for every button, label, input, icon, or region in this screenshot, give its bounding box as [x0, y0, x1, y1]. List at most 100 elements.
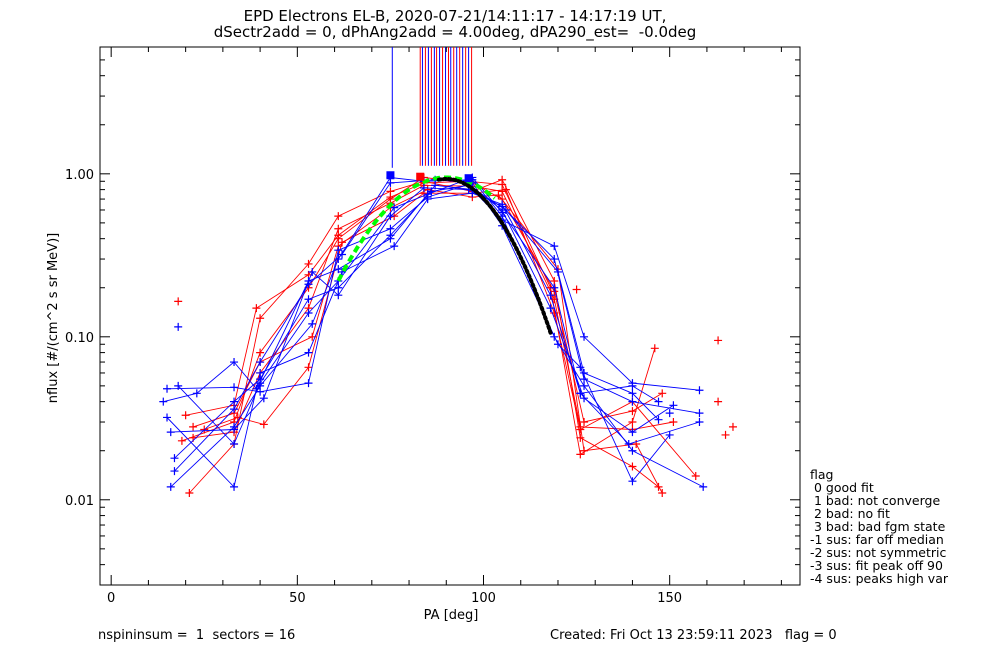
- y-axis-label: nflux [#/(cm^2 s sr MeV)]: [46, 233, 61, 403]
- data-point: [252, 304, 261, 313]
- peak-marker: [416, 172, 425, 181]
- data-point: [230, 358, 239, 367]
- data-point: [654, 415, 663, 424]
- data-point: [628, 428, 637, 437]
- data-point: [695, 418, 704, 427]
- peak-marker: [464, 174, 473, 183]
- data-point: [550, 283, 559, 292]
- chart-title-line-1: EPD Electrons EL-B, 2020-07-21/14:11:17 …: [243, 7, 667, 25]
- data-point: [334, 212, 343, 221]
- data-point: [256, 314, 265, 323]
- data-point: [691, 471, 700, 480]
- data-point: [498, 180, 507, 189]
- data-point: [386, 193, 395, 202]
- data-point: [714, 336, 723, 345]
- data-point: [650, 344, 659, 353]
- data-point: [728, 422, 737, 431]
- data-point: [546, 304, 555, 313]
- data-point: [230, 482, 239, 491]
- x-axis-label: PA [deg]: [424, 608, 479, 623]
- data-point: [174, 297, 183, 306]
- data-point: [628, 389, 637, 398]
- data-point: [695, 386, 704, 395]
- y-tick-label: 1.00: [65, 168, 94, 183]
- x-tick-label: 50: [289, 591, 306, 606]
- series-line: [177, 176, 659, 445]
- data-point: [338, 250, 347, 259]
- data-point: [498, 187, 507, 196]
- data-point: [546, 291, 555, 300]
- legend-item: -1 sus: far off median: [810, 532, 944, 547]
- data-point: [256, 358, 265, 367]
- data-point: [624, 439, 633, 448]
- data-point: [628, 477, 637, 486]
- data-point: [721, 430, 730, 439]
- legend-item: 0 good fit: [810, 480, 874, 495]
- data-point: [304, 259, 313, 268]
- data-point: [386, 224, 395, 233]
- data-point: [654, 397, 663, 406]
- data-point: [170, 454, 179, 463]
- data-point: [259, 420, 268, 429]
- data-point: [189, 422, 198, 431]
- data-point: [334, 246, 343, 255]
- x-tick-label: 0: [107, 591, 115, 606]
- peak-marker: [386, 171, 395, 180]
- data-point: [230, 425, 239, 434]
- data-point: [256, 368, 265, 377]
- data-point: [550, 308, 559, 317]
- data-point: [259, 394, 268, 403]
- chart-title-line-2: dSectr2add = 0, dPhAng2add = 4.00deg, dP…: [213, 23, 697, 41]
- data-point: [308, 267, 317, 276]
- series-line: [174, 184, 659, 459]
- data-point: [256, 379, 265, 388]
- data-point: [665, 430, 674, 439]
- data-point: [580, 418, 589, 427]
- data-point: [390, 203, 399, 212]
- data-point: [159, 397, 168, 406]
- data-point: [308, 319, 317, 328]
- data-point: [334, 291, 343, 300]
- series-line: [166, 192, 700, 488]
- axis-ticks: 0 50 100 150 0.01 0.10 1.00: [65, 46, 800, 606]
- data-point: [177, 436, 186, 445]
- data-point: [501, 185, 510, 194]
- data-point: [256, 387, 265, 396]
- series-line: [193, 184, 674, 439]
- data-point: [580, 394, 589, 403]
- data-point: [230, 397, 239, 406]
- axes-frame: [99, 46, 801, 586]
- data-series: [159, 173, 737, 498]
- series-line: [174, 179, 671, 483]
- data-point: [334, 255, 343, 264]
- data-point: [550, 255, 559, 264]
- data-point: [304, 308, 313, 317]
- data-point: [665, 409, 674, 418]
- data-point: [334, 231, 343, 240]
- data-point: [166, 428, 175, 437]
- data-point: [494, 191, 503, 200]
- fit-curves: [336, 171, 553, 335]
- fit-curve-black: [436, 177, 553, 335]
- data-point: [304, 363, 313, 372]
- data-point: [304, 280, 313, 289]
- data-point: [550, 276, 559, 285]
- data-point: [230, 383, 239, 392]
- legend-item: 3 bad: bad fgm state: [810, 519, 946, 534]
- series-line: [163, 184, 700, 403]
- data-point: [386, 178, 395, 187]
- data-point: [304, 379, 313, 388]
- data-point: [498, 205, 507, 214]
- footer-created-info: Created: Fri Oct 13 23:59:11 2023 flag =…: [550, 628, 837, 643]
- data-point: [304, 295, 313, 304]
- data-point: [580, 332, 589, 341]
- data-point: [550, 242, 559, 251]
- y-tick-label: 0.10: [65, 331, 94, 346]
- data-point: [163, 413, 172, 422]
- data-point: [576, 450, 585, 459]
- data-point: [628, 407, 637, 416]
- x-tick-label: 100: [471, 591, 496, 606]
- data-point: [658, 489, 667, 498]
- data-point: [714, 397, 723, 406]
